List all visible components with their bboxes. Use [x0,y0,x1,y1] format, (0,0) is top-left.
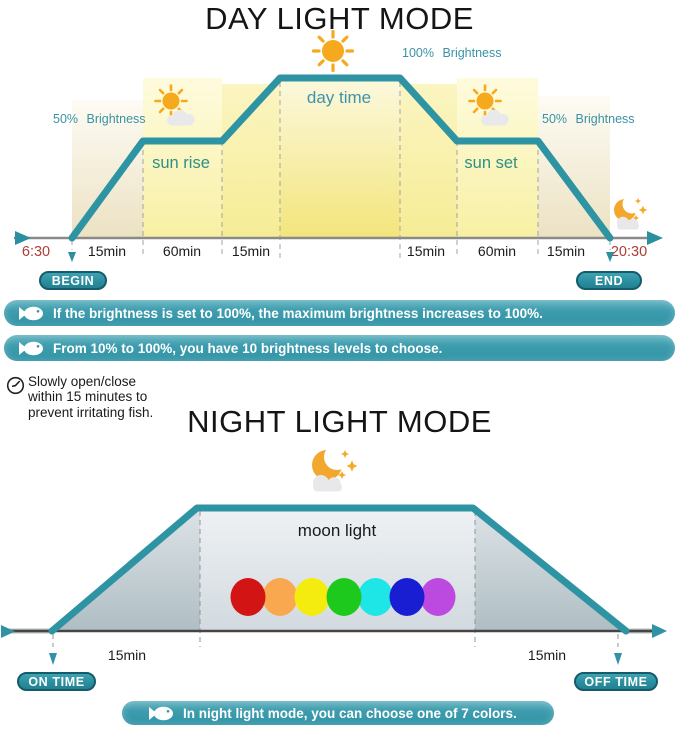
night-brightness-curve [48,504,630,635]
moon-cloud-icon [614,194,648,230]
off-time-pointer-arrow-icon [614,653,622,665]
night-segment-label: 15min [528,647,566,663]
fish-icon [149,706,173,720]
day-segment-label: 60min [478,243,516,259]
day-mode-title: DAY LIGHT MODE [205,1,474,36]
on-time-pointer-arrow-icon [49,653,57,665]
on-time-badge: ON TIME [17,672,96,691]
label-100-brightness: 100% Brightness [402,46,502,60]
label-50-brightness-left: 50% Brightness [53,112,146,126]
end-badge: END [576,271,642,290]
banner-brightness-max-text: If the brightness is set to 100%, the ma… [53,305,543,321]
night-segment-label: 15min [108,647,146,663]
night-axis-left-arrow-icon [1,625,15,638]
note-line: Slowly open/close [28,374,137,389]
sun-icon [311,29,355,73]
sunrise-sun-cloud-icon [154,84,195,126]
label-end-time: 20:30 [611,244,647,260]
night-dashed-separators [52,511,619,647]
day-segment-label: 15min [547,243,585,259]
day-segment-label: 15min [88,243,126,259]
day-dashed-separators [71,82,611,258]
note-line: prevent irritating fish. [28,404,154,420]
fish-icon [19,341,43,355]
label-sun-rise: sun rise [152,154,210,172]
day-segment-label: 15min [232,243,270,259]
label-sun-set: sun set [464,154,518,172]
night-moon-cloud-icon [312,444,358,492]
day-axis-right-arrow-icon [647,231,663,245]
off-time-badge: OFF TIME [574,672,658,691]
banner-brightness-levels-text: From 10% to 100%, you have 10 brightness… [53,340,443,356]
day-axis-left-arrow-icon [15,231,31,245]
banner-night-colors: In night light mode, you can choose one … [122,701,554,725]
clock-icon [6,376,25,395]
label-begin-time: 6:30 [22,244,50,260]
night-color-dots [230,578,456,616]
note-line: within 15 minutes to [28,389,148,405]
night-mode-title: NIGHT LIGHT MODE [187,404,492,439]
slow-open-note: Slowly open/close within 15 minutes to p… [28,374,248,420]
label-50-brightness-right: 50% Brightness [542,112,635,126]
banner-brightness-levels: From 10% to 100%, you have 10 brightness… [4,335,675,361]
begin-badge: BEGIN [39,271,107,290]
day-segment-label: 60min [163,243,201,259]
label-day-time: day time [307,88,371,107]
fish-icon [19,306,43,320]
night-chart: moon light 15min 15min [0,440,679,680]
day-segment-label: 15min [407,243,445,259]
day-background-bands [72,78,610,237]
day-chart: 100% Brightness 50% Brightness 50% Brigh… [0,29,679,305]
label-moon-light: moon light [298,521,377,540]
day-brightness-curve [68,74,614,242]
begin-pointer-arrow-icon [68,252,76,262]
banner-brightness-max: If the brightness is set to 100%, the ma… [4,300,675,326]
sunset-sun-cloud-icon [468,84,509,126]
end-pointer-arrow-icon [606,252,614,262]
banner-night-colors-text: In night light mode, you can choose one … [183,705,517,721]
night-axis-right-arrow-icon [652,624,667,638]
